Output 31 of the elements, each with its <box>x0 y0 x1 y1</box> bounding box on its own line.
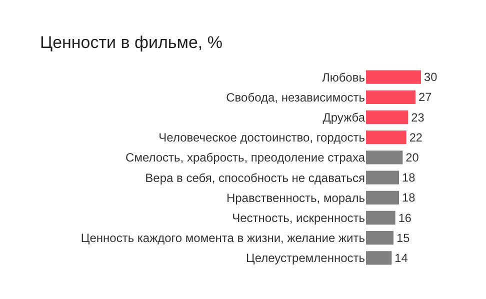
data-label: 23 <box>411 110 425 124</box>
y-tick-label: Ценность каждого момента в жизни, желание жить <box>80 231 365 246</box>
y-tick-label: Вера в себя, способность не сдаваться <box>145 170 365 185</box>
bar <box>366 70 421 84</box>
data-label: 27 <box>418 90 432 104</box>
data-label: 14 <box>394 251 408 266</box>
bar <box>366 130 406 144</box>
text: Ценности в фильме, % <box>40 32 222 52</box>
y-tick-label: Целеустремленность <box>246 251 365 266</box>
bar <box>366 150 403 164</box>
bar <box>366 90 416 104</box>
y-tick-label: Свобода, независимость <box>226 90 365 104</box>
y-tick-label: Смелость, храбрость, преодоление страха <box>126 150 366 165</box>
data-label: 20 <box>406 150 420 165</box>
data-label: 18 <box>402 190 416 205</box>
bar <box>366 170 399 184</box>
data-label: 16 <box>398 210 412 225</box>
data-label: 22 <box>409 130 423 144</box>
y-tick-label: Любовь <box>322 70 365 84</box>
y-tick-label: Нравственность, мораль <box>226 190 365 205</box>
bar <box>366 231 394 245</box>
bar <box>366 110 408 124</box>
bar <box>366 190 399 204</box>
bar <box>366 210 396 225</box>
y-tick-label: Человеческое достоинство, гордость <box>158 130 365 145</box>
y-tick-label: Честность, искренность <box>232 210 365 225</box>
data-label: 18 <box>402 170 416 185</box>
data-label: 30 <box>424 70 438 84</box>
data-label: 15 <box>396 230 410 245</box>
bar <box>366 251 392 265</box>
y-tick-label: Дружба <box>322 110 366 124</box>
